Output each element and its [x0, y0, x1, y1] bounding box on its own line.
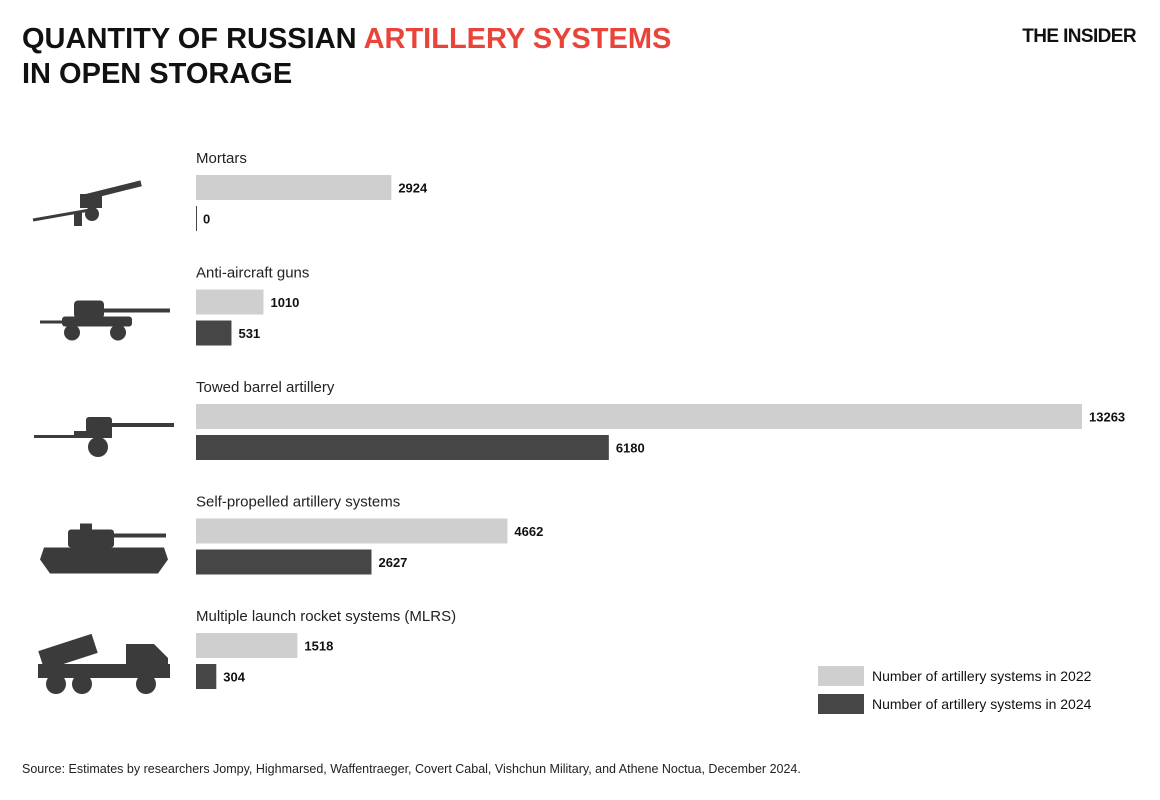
bar-2024 [196, 549, 372, 575]
legend-swatch-2022 [818, 666, 864, 686]
data-label: 2627 [378, 555, 407, 570]
towed-artillery-icon [34, 417, 174, 457]
source-note: Source: Estimates by researchers Jompy, … [22, 762, 801, 776]
data-label: 531 [238, 326, 260, 341]
legend-item-2024: Number of artillery systems in 2024 [818, 694, 1091, 714]
title-text: QUANTITY OF RUSSIAN [22, 23, 364, 55]
data-label: 1010 [270, 295, 299, 310]
title-accent-text: ARTILLERY SYSTEMS [363, 23, 672, 55]
data-label: 0 [203, 212, 210, 227]
bar-2022 [196, 289, 264, 315]
bar-2022 [196, 175, 392, 200]
data-label: 13263 [1089, 410, 1125, 425]
data-label: 4662 [514, 524, 543, 539]
category-label: Anti-aircraft guns [196, 265, 309, 282]
legend: Number of artillery systems in 2022 Numb… [818, 666, 1091, 722]
mlrs-icon [38, 633, 170, 694]
data-label: 6180 [616, 441, 645, 456]
bar-2024 [196, 206, 197, 231]
bar-2022 [196, 404, 1082, 429]
bar-2022 [196, 518, 508, 544]
data-label: 2924 [398, 181, 428, 196]
bar-2024 [196, 435, 609, 460]
legend-label-2022: Number of artillery systems in 2022 [872, 668, 1092, 684]
brand-logo: THE INSIDER [1022, 26, 1136, 47]
data-label: 1518 [304, 639, 333, 654]
category-label: Towed barrel artillery [196, 379, 335, 396]
title-line-2: IN OPEN STORAGE [22, 58, 293, 90]
legend-label-2024: Number of artillery systems in 2024 [872, 696, 1092, 712]
category-label: Mortars [196, 150, 247, 167]
legend-item-2022: Number of artillery systems in 2022 [818, 666, 1091, 686]
legend-swatch-2024 [818, 694, 864, 714]
category-label: Self-propelled artillery systems [196, 494, 400, 511]
bar-2024 [196, 664, 217, 689]
self-propelled-artillery-icon [40, 523, 168, 574]
data-label: 304 [223, 670, 245, 685]
anti-aircraft-gun-icon [40, 300, 170, 341]
chart-title: QUANTITY OF RUSSIAN ARTILLERY SYSTEMS IN… [22, 22, 671, 92]
bar-2024 [196, 320, 232, 346]
category-label: Multiple launch rocket systems (MLRS) [196, 608, 456, 625]
bar-2022 [196, 633, 298, 658]
mortar-icon [32, 180, 142, 226]
